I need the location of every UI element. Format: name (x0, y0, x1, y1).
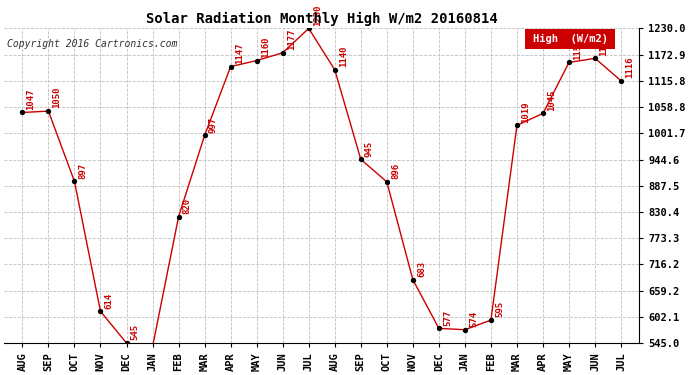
Text: 683: 683 (417, 261, 426, 277)
Point (355, 156, 366, 162)
Text: 1165: 1165 (599, 34, 608, 56)
Text: 1156: 1156 (573, 38, 582, 60)
Text: 1019: 1019 (521, 101, 530, 123)
Text: 1140: 1140 (339, 45, 348, 67)
Text: 1045: 1045 (547, 89, 556, 111)
Text: 896: 896 (391, 163, 400, 179)
Title: Solar Radiation Monthly High W/m2 20160814: Solar Radiation Monthly High W/m2 201608… (146, 12, 497, 26)
Point (69, 178, 80, 184)
Text: 1177: 1177 (287, 28, 296, 50)
Point (538, 110, 549, 116)
Text: 574: 574 (469, 311, 478, 327)
Point (329, 67, 340, 73)
Text: 1050: 1050 (52, 87, 61, 108)
Point (433, 326, 444, 332)
Text: 595: 595 (495, 301, 504, 317)
Point (589, 55, 600, 61)
Text: High  (W/m2): High (W/m2) (533, 34, 608, 44)
Text: 897: 897 (79, 162, 88, 178)
Text: 997: 997 (209, 117, 218, 133)
Text: 1147: 1147 (235, 42, 244, 64)
Text: 1230: 1230 (313, 4, 322, 26)
Text: 945: 945 (365, 141, 374, 157)
Point (251, 58, 262, 64)
Point (277, 50, 288, 56)
Text: 1047: 1047 (26, 88, 36, 110)
Point (95, 308, 106, 314)
Point (564, 59, 575, 65)
Point (173, 214, 184, 220)
Point (43, 108, 54, 114)
Point (407, 277, 418, 283)
Point (382, 179, 393, 185)
Point (225, 64, 236, 70)
Text: 577: 577 (443, 309, 452, 326)
Text: 545: 545 (130, 324, 139, 340)
Point (485, 317, 496, 323)
Point (199, 132, 210, 138)
Text: 1160: 1160 (261, 36, 270, 58)
Text: Copyright 2016 Cartronics.com: Copyright 2016 Cartronics.com (7, 39, 177, 50)
Point (615, 78, 627, 84)
Point (147, 344, 158, 350)
Text: 614: 614 (105, 292, 114, 309)
Text: 820: 820 (183, 198, 192, 214)
Text: 537: 537 (0, 374, 1, 375)
Point (17, 110, 28, 116)
Point (511, 122, 522, 128)
Point (303, 26, 314, 32)
Text: 1116: 1116 (625, 57, 634, 78)
Point (121, 340, 132, 346)
Point (460, 327, 471, 333)
